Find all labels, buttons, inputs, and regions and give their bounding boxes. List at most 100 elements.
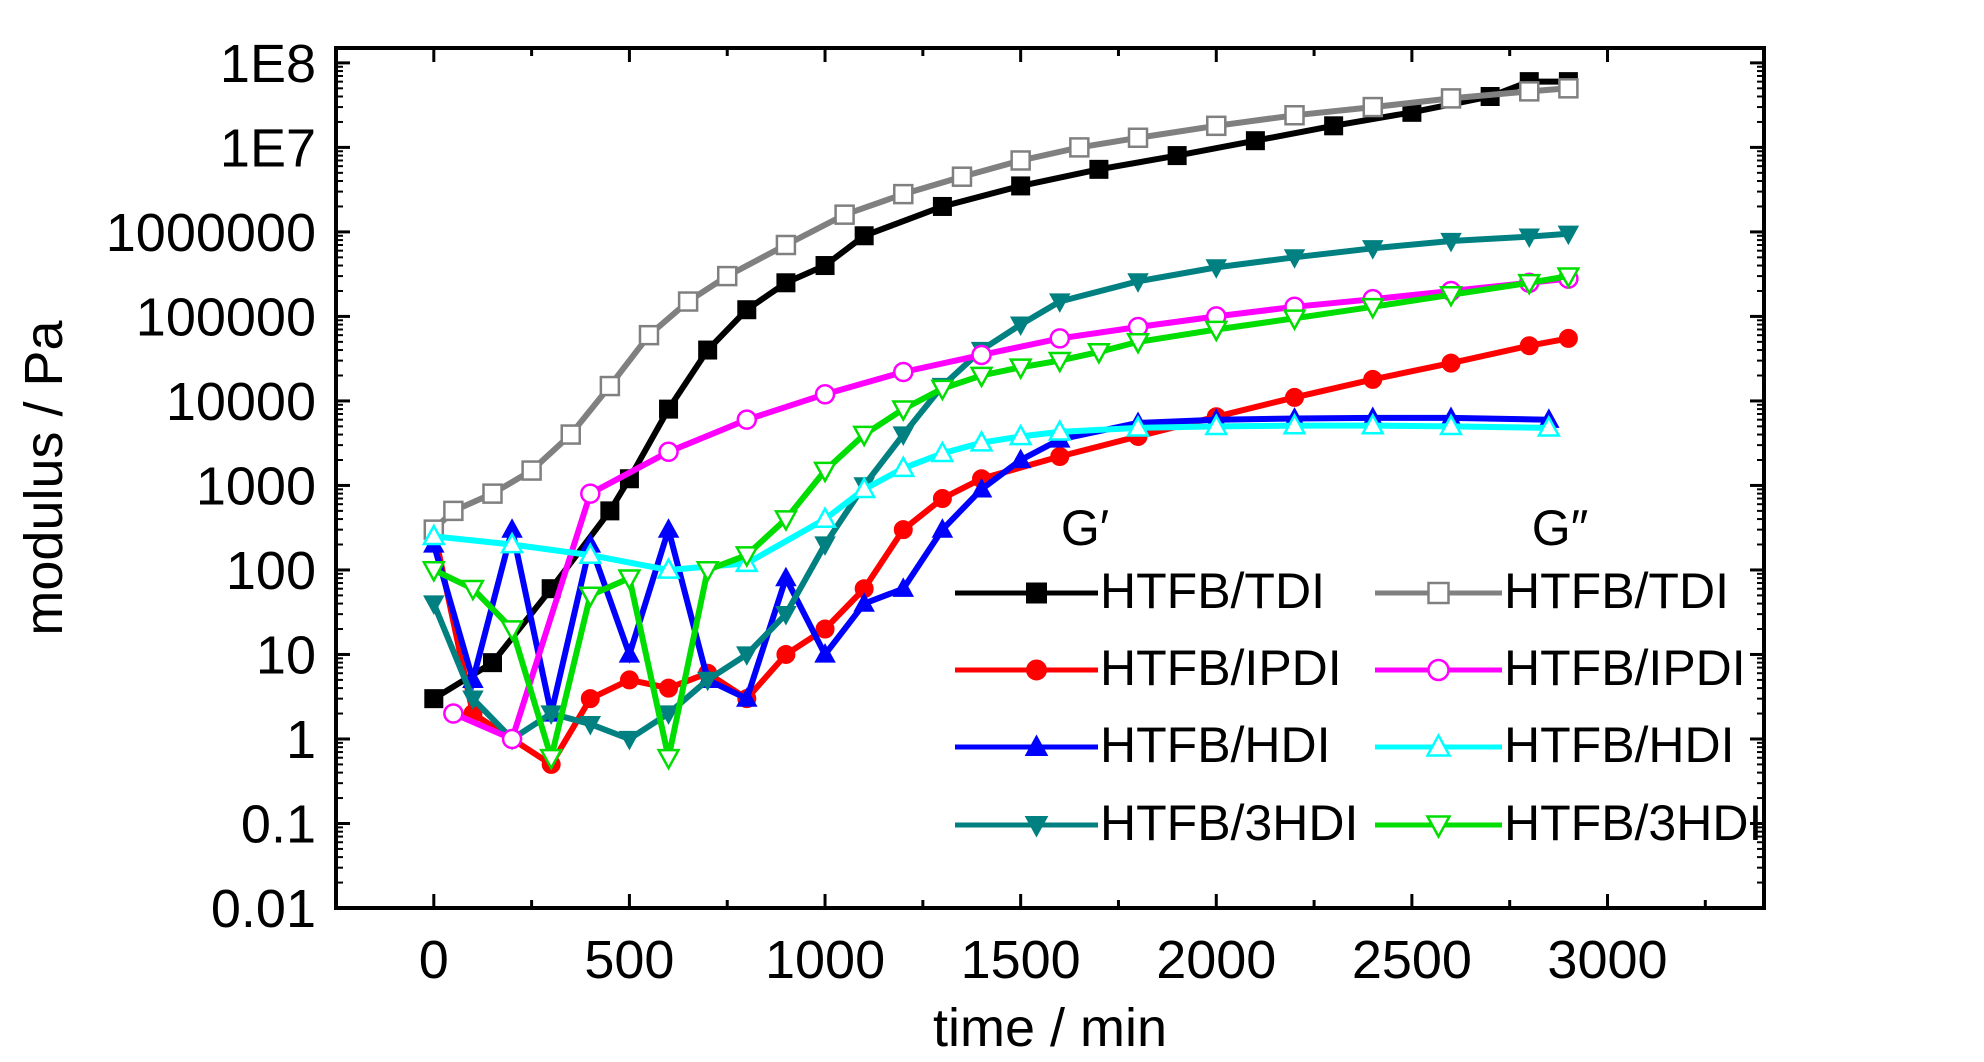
axis-ticks: 0 500 1000 1500 2000 2500 30001E81E71000000100…: [106, 34, 1764, 990]
data-point: [1069, 137, 1090, 158]
data-point: [1009, 448, 1032, 469]
x-tick-label: 1500: [961, 930, 1081, 990]
data-point: [969, 366, 994, 389]
data-point: [1049, 328, 1071, 349]
data-point: [1440, 232, 1462, 253]
data-point: [1008, 358, 1033, 381]
data-point: [1558, 328, 1578, 348]
data-point: [893, 361, 914, 383]
data-point: [930, 379, 955, 402]
series-line: [430, 335, 1569, 769]
data-point: [932, 489, 952, 509]
data-point: [500, 620, 525, 642]
data-point: [834, 204, 855, 225]
data-point: [931, 518, 954, 538]
data-point: [1206, 115, 1227, 137]
data-point: [423, 595, 445, 615]
y-tick-label: 0.01: [211, 879, 316, 939]
data-point: [618, 730, 641, 751]
data-point: [1557, 225, 1580, 246]
series-line: [431, 85, 1569, 532]
data-point: [814, 643, 836, 663]
data-point: [443, 703, 464, 724]
data-point: [482, 483, 503, 504]
data-point: [1010, 150, 1031, 171]
legend-item: HTFB/IPDI: [955, 640, 1342, 696]
data-point: [1204, 413, 1229, 436]
legend-header-g-prime: G′: [1061, 500, 1109, 556]
data-point: [893, 183, 914, 205]
data-point: [1441, 353, 1461, 373]
data-point: [1440, 88, 1462, 109]
data-point: [1245, 131, 1265, 151]
legend-header-g-double-prime: G″: [1532, 500, 1589, 556]
data-point: [930, 440, 955, 463]
y-tick-label: 1E7: [220, 118, 316, 178]
x-tick-label: 500: [584, 930, 674, 990]
data-point: [815, 619, 835, 639]
data-point: [1047, 418, 1072, 441]
data-point: [1009, 316, 1032, 336]
data-point: [696, 671, 719, 692]
data-point: [1127, 127, 1149, 149]
data-point: [424, 689, 444, 709]
data-point: [1049, 293, 1071, 313]
data-point: [775, 234, 797, 256]
data-point: [776, 273, 796, 293]
data-point: [1324, 116, 1344, 136]
legend-item: HTFB/HDI: [955, 717, 1331, 773]
data-point: [1204, 320, 1229, 343]
y-tick-label: 10000: [166, 372, 316, 432]
data-point: [852, 476, 877, 499]
x-tick-label: 3000: [1547, 930, 1667, 990]
data-point: [658, 441, 679, 463]
y-tick-label: 1000000: [106, 203, 316, 263]
data-point: [1126, 414, 1151, 437]
data-point: [1360, 412, 1385, 435]
data-point: [813, 461, 838, 484]
data-point: [1519, 81, 1540, 102]
data-point: [1282, 412, 1307, 435]
legend-marker: [1026, 582, 1047, 604]
data-point: [501, 728, 523, 750]
data-point: [891, 455, 916, 478]
data-point: [891, 400, 916, 423]
data-point: [1008, 423, 1033, 446]
data-point: [970, 477, 993, 498]
data-point: [619, 670, 639, 690]
data-point: [776, 644, 796, 664]
y-tick-label: 1: [286, 710, 316, 770]
legend-marker: [1427, 658, 1450, 682]
data-point: [734, 546, 759, 569]
data-point: [815, 256, 835, 276]
data-point: [462, 690, 484, 711]
data-point: [443, 500, 464, 522]
legend-item: HTFB/TDI: [1375, 563, 1729, 619]
data-point: [579, 715, 602, 736]
series-4: [423, 78, 1579, 540]
data-point: [600, 501, 620, 521]
data-point: [560, 424, 581, 445]
data-point: [893, 520, 913, 540]
legend-item: HTFB/TDI: [955, 563, 1325, 619]
data-point: [1086, 343, 1111, 365]
legend-label: HTFB/TDI: [1504, 563, 1729, 619]
legend-marker: [1024, 734, 1049, 756]
series-7: [421, 267, 1581, 771]
y-tick-label: 10: [256, 625, 316, 685]
legend-marker: [1026, 659, 1047, 681]
data-point: [1283, 249, 1306, 269]
plot-frame: [334, 46, 1766, 910]
legend-item: HTFB/HDI: [1375, 717, 1735, 773]
series-0: [424, 72, 1578, 709]
legend-label: HTFB/HDI: [1100, 717, 1331, 773]
y-tick-label: 1000: [196, 456, 316, 516]
data-point: [617, 569, 642, 592]
data-point: [736, 687, 758, 707]
data-point: [1438, 285, 1464, 308]
data-point: [951, 166, 973, 187]
legend-label: HTFB/IPDI: [1100, 640, 1342, 696]
data-point: [1558, 78, 1579, 99]
x-axis-title: time / min: [933, 998, 1167, 1058]
y-axis-title: modulus / Pa: [14, 319, 74, 635]
